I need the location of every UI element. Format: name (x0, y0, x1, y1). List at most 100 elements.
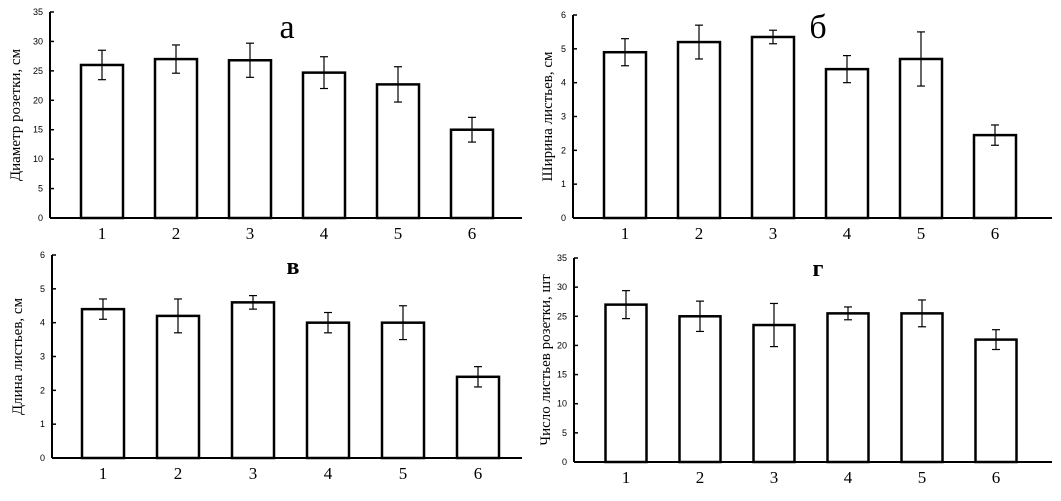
error-bar-1 (622, 290, 630, 320)
bar-6 (455, 375, 501, 460)
y-tick-label: 2 (561, 145, 566, 155)
error-bar-3 (769, 29, 777, 45)
bar-1 (604, 303, 648, 464)
bar-1 (79, 63, 125, 220)
error-bar-3 (246, 42, 254, 78)
y-tick-label: 1 (561, 179, 566, 189)
bar-2 (153, 57, 199, 220)
x-tick-label: 6 (991, 224, 1000, 243)
y-tick-label: 6 (561, 10, 566, 20)
bar-2 (155, 314, 201, 460)
bar-3 (230, 301, 276, 460)
panel-1: 1 2 3 4 5 6 0 5 10 15 20 25 30 35 Диаметр розетки, см а (8, 7, 522, 243)
y-tick-label: 30 (557, 282, 567, 292)
y-tick-label: 15 (557, 370, 567, 380)
panel-2: 1 2 3 4 5 6 0 1 2 3 4 5 6 Ширина листьев, см б (540, 9, 1052, 243)
panel-title: г (813, 256, 824, 282)
y-tick-label: 35 (33, 7, 43, 17)
error-bar-5 (399, 305, 407, 341)
error-bar-2 (695, 24, 703, 60)
error-bar-5 (918, 299, 926, 328)
x-tick-label: 5 (918, 468, 927, 487)
bar-5 (380, 321, 426, 460)
y-tick-label: 0 (562, 457, 567, 467)
y-tick-label: 3 (40, 352, 45, 362)
y-tick-label: 25 (557, 311, 567, 321)
bar-1 (80, 307, 126, 460)
y-tick-label: 0 (38, 213, 43, 223)
error-bar-4 (324, 311, 332, 334)
x-tick-label: 4 (843, 224, 852, 243)
error-bar-5 (394, 66, 402, 103)
y-tick-label: 4 (40, 318, 45, 328)
x-tick-label: 6 (468, 224, 477, 243)
bar-4 (301, 71, 347, 220)
y-tick-label: 10 (557, 399, 567, 409)
y-tick-label: 25 (33, 66, 43, 76)
error-bar-3 (249, 295, 257, 310)
panel-title: в (287, 254, 300, 280)
x-tick-label: 1 (621, 224, 630, 243)
y-tick-label: 6 (40, 250, 45, 260)
x-tick-label: 1 (99, 464, 108, 483)
y-tick-label: 5 (562, 428, 567, 438)
y-tick-label: 5 (561, 44, 566, 54)
y-tick-label: 5 (40, 284, 45, 294)
error-bar-1 (621, 38, 629, 67)
bar-3 (227, 59, 273, 220)
x-tick-label: 2 (172, 224, 181, 243)
x-tick-label: 1 (622, 468, 631, 487)
error-bar-2 (696, 300, 704, 333)
error-bar-6 (474, 366, 482, 388)
y-tick-label: 2 (40, 385, 45, 395)
error-bar-1 (99, 298, 107, 320)
x-tick-label: 3 (769, 224, 778, 243)
y-tick-label: 0 (561, 213, 566, 223)
y-tick-label: 5 (38, 184, 43, 194)
error-bar-6 (991, 124, 999, 146)
y-tick-label: 1 (40, 419, 45, 429)
bar-4 (826, 312, 870, 464)
error-bar-3 (770, 302, 778, 348)
x-tick-label: 3 (249, 464, 258, 483)
bar-5 (375, 83, 421, 220)
x-tick-label: 5 (399, 464, 408, 483)
y-tick-label: 20 (557, 340, 567, 350)
bar-4 (824, 67, 870, 220)
bar-3 (750, 35, 796, 220)
y-tick-label: 0 (40, 453, 45, 463)
y-tick-label: 3 (561, 112, 566, 122)
bar-1 (602, 50, 648, 220)
x-tick-label: 1 (98, 224, 107, 243)
x-tick-label: 6 (992, 468, 1001, 487)
y-tick-label: 15 (33, 125, 43, 135)
x-tick-label: 4 (844, 468, 853, 487)
error-bar-6 (992, 329, 1000, 351)
error-bar-2 (174, 298, 182, 334)
x-tick-label: 5 (917, 224, 926, 243)
y-axis-label: Число листьев розетки, шт (538, 274, 554, 446)
x-tick-label: 6 (474, 464, 483, 483)
y-tick-label: 4 (561, 78, 566, 88)
x-tick-label: 5 (394, 224, 403, 243)
y-axis-label: Ширина листьев, см (540, 51, 556, 182)
bar-2 (678, 315, 722, 464)
bar-6 (974, 338, 1018, 464)
error-bar-4 (843, 54, 851, 84)
panel-title: б (809, 9, 826, 46)
bar-5 (900, 312, 944, 464)
x-tick-label: 2 (696, 468, 705, 487)
error-bar-2 (172, 44, 180, 74)
y-tick-label: 30 (33, 36, 43, 46)
error-bar-1 (98, 49, 106, 81)
x-tick-label: 3 (246, 224, 255, 243)
bar-6 (972, 133, 1018, 220)
x-tick-label: 4 (320, 224, 329, 243)
y-axis-label: Длина листьев, см (10, 297, 26, 415)
x-tick-label: 4 (324, 464, 333, 483)
panel-4: 1 2 3 4 5 6 0 5 10 15 20 25 30 35 Число листьев розетк… (538, 253, 1052, 487)
bar-2 (676, 40, 722, 220)
bar-6 (449, 128, 495, 220)
y-axis-label: Диаметр розетки, см (8, 48, 24, 181)
